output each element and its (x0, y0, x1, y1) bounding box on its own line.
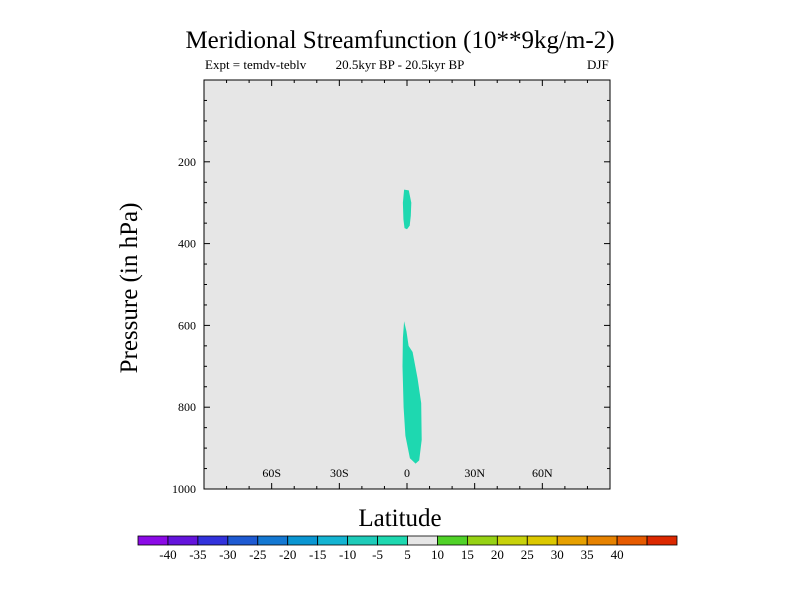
x-axis-title: Latitude (358, 505, 442, 532)
y-tick-label: 1000 (172, 482, 196, 496)
period-label: 20.5kyr BP - 20.5kyr BP (335, 57, 465, 72)
x-tick-label: 0 (404, 466, 410, 480)
x-tick-label: 60N (532, 466, 553, 480)
y-tick-label: 200 (178, 155, 196, 169)
colorbar-label: -25 (249, 547, 266, 562)
colorbar-label: -20 (279, 547, 296, 562)
colorbar-label: -5 (372, 547, 383, 562)
colorbar-box (556, 535, 588, 546)
colorbar-label: 5 (404, 547, 411, 562)
lower-negative-region (402, 321, 422, 464)
upper-negative-region (402, 189, 412, 230)
colorbar-label: -35 (189, 547, 206, 562)
y-tick-label: 400 (178, 237, 196, 251)
colorbar-box (317, 535, 349, 546)
x-tick-label: 30S (330, 466, 349, 480)
colorbar-label: -40 (159, 547, 176, 562)
colorbar-box (347, 535, 378, 546)
colorbar-label: 20 (491, 547, 504, 562)
colorbar-label: 35 (581, 547, 594, 562)
colorbar-label: 30 (551, 547, 564, 562)
colorbar-box (646, 535, 678, 546)
colorbar-label: 25 (521, 547, 534, 562)
colorbar-label: 15 (461, 547, 474, 562)
colorbar-box (586, 535, 618, 546)
chart-title: Meridional Streamfunction (10**9kg/m-2) (185, 27, 615, 54)
colorbar-box (377, 535, 408, 546)
colorbar-box (197, 535, 229, 546)
colorbar-box (466, 535, 498, 546)
colorbar-label: -10 (339, 547, 356, 562)
colorbar-label: 40 (611, 547, 624, 562)
colorbar-box (496, 535, 528, 546)
x-tick-label: 30N (464, 466, 485, 480)
y-tick-label: 600 (178, 318, 196, 332)
colorbar-box (407, 535, 438, 546)
colorbar-box (526, 535, 558, 546)
colorbar-box (167, 535, 199, 546)
x-tick-label: 60S (262, 466, 281, 480)
colorbar-box (137, 535, 169, 546)
colorbar-box (227, 535, 259, 546)
colorbar-box (616, 535, 648, 546)
y-tick-label: 800 (178, 400, 196, 414)
colorbar-label: 10 (431, 547, 444, 562)
colorbar-box (287, 535, 319, 546)
experiment-label: Expt = temdv-teblv (205, 57, 307, 72)
colorbar-label: -30 (219, 547, 236, 562)
colorbar-box (257, 535, 289, 546)
colorbar-box (437, 535, 468, 546)
colorbar-label: -15 (309, 547, 326, 562)
season-label: DJF (587, 57, 609, 72)
